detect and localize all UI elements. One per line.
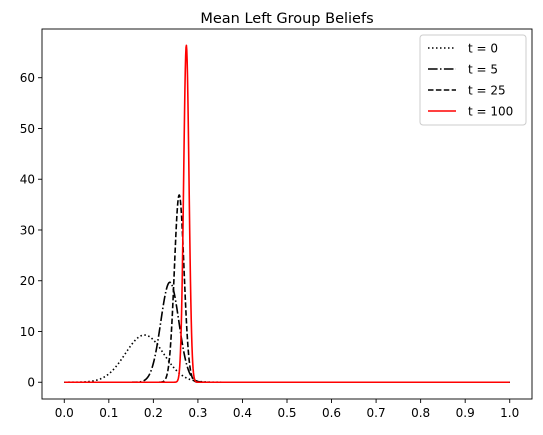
x-tick-label: 0.2 (144, 406, 163, 420)
legend-box (419, 34, 527, 126)
y-tick-label: 40 (20, 173, 35, 187)
y-tick-label: 10 (20, 325, 35, 339)
x-tick-label: 1.0 (500, 406, 519, 420)
series-layer (63, 44, 511, 384)
x-tick-label: 0.9 (456, 406, 475, 420)
y-tick-label: 20 (20, 274, 35, 288)
axes-layer: 0.0 0.1 0.2 0.3 0.4 0.5 0.6 0.7 0.8 0.9 1.0 0 10 20 30… (20, 28, 533, 420)
chart-title: Mean Left Group Beliefs (200, 11, 373, 27)
x-tick-label: 0.6 (322, 406, 341, 420)
x-tick-label: 0.0 (55, 406, 74, 420)
series-line-4 (63, 44, 511, 384)
legend-label-2: t = 5 (468, 62, 498, 76)
legend-label-3: t = 25 (468, 83, 506, 97)
y-tick-label: 50 (20, 122, 35, 136)
x-tick-label: 0.8 (411, 406, 430, 420)
y-tick-label: 60 (20, 71, 35, 85)
legend: t = 0 t = 5 t = 25 t = 100 (419, 34, 527, 126)
x-tick-label: 0.4 (233, 406, 252, 420)
legend-label-1: t = 0 (468, 41, 498, 55)
legend-label-4: t = 100 (468, 104, 513, 118)
y-tick-label: 30 (20, 223, 35, 237)
x-tick-label: 0.5 (277, 406, 296, 420)
x-tick-label: 0.1 (99, 406, 118, 420)
x-tick-label: 0.3 (188, 406, 207, 420)
x-tick-label: 0.7 (367, 406, 386, 420)
y-tick-label: 0 (27, 376, 35, 390)
